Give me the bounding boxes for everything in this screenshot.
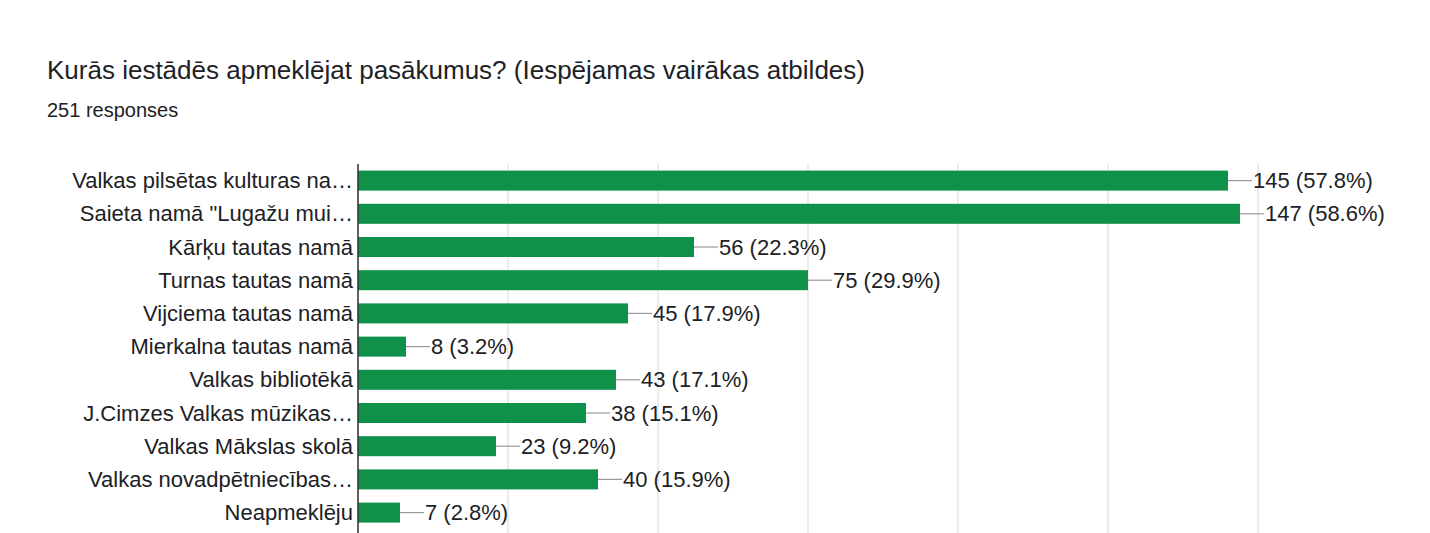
label-leader bbox=[808, 280, 832, 281]
data-label: 7 (2.8%) bbox=[425, 500, 508, 525]
label-leader bbox=[1240, 213, 1264, 214]
bar bbox=[358, 171, 1228, 191]
data-label: 145 (57.8%) bbox=[1253, 168, 1373, 193]
category-label: Kārķu tautas namā bbox=[168, 235, 353, 260]
bar bbox=[358, 370, 616, 390]
label-leader bbox=[1228, 180, 1252, 181]
grid-line bbox=[357, 164, 359, 533]
chart-title: Kurās iestādēs apmeklējat pasākumus? (Ie… bbox=[47, 55, 865, 85]
data-label: 8 (3.2%) bbox=[431, 334, 514, 359]
category-label: J.Cimzes Valkas mūzikas… bbox=[83, 401, 353, 426]
label-leader bbox=[598, 479, 622, 480]
category-label: Valkas novadpētniecības… bbox=[88, 467, 353, 492]
grid bbox=[358, 164, 1258, 533]
grid-line bbox=[1257, 164, 1259, 533]
data-label: 56 (22.3%) bbox=[719, 235, 827, 260]
label-leader bbox=[586, 412, 610, 413]
bar bbox=[358, 270, 808, 290]
data-label: 23 (9.2%) bbox=[521, 434, 616, 459]
category-label: Mierkalna tautas namā bbox=[130, 334, 353, 359]
category-label: Valkas pilsētas kulturas na… bbox=[72, 168, 353, 193]
bars bbox=[358, 171, 1240, 523]
label-leader bbox=[616, 379, 640, 380]
label-leader bbox=[406, 346, 430, 347]
bar bbox=[358, 503, 400, 523]
data-label: 40 (15.9%) bbox=[623, 467, 731, 492]
label-leader bbox=[496, 446, 520, 447]
label-leader bbox=[400, 512, 424, 513]
bar bbox=[358, 237, 694, 257]
bar bbox=[358, 337, 406, 357]
bar bbox=[358, 403, 586, 423]
label-leader bbox=[628, 313, 652, 314]
category-label: Turnas tautas namā bbox=[158, 268, 354, 293]
category-label: Valkas Mākslas skolā bbox=[144, 434, 353, 459]
data-label: 45 (17.9%) bbox=[653, 301, 761, 326]
data-label: 38 (15.1%) bbox=[611, 401, 719, 426]
label-leader bbox=[694, 246, 718, 247]
category-label: Valkas bibliotēkā bbox=[190, 367, 354, 392]
bar bbox=[358, 303, 628, 323]
category-label: Saieta namā "Lugažu mui… bbox=[80, 201, 353, 226]
data-label: 43 (17.1%) bbox=[641, 367, 749, 392]
chart-subtitle: 251 responses bbox=[47, 99, 178, 121]
category-label: Vijciema tautas namā bbox=[143, 301, 354, 326]
data-labels: 145 (57.8%) 147 (58.6%) 56 (22.3%)75 (29.9… bbox=[400, 168, 1385, 525]
axis-line bbox=[357, 164, 359, 533]
data-label: 75 (29.9%) bbox=[833, 268, 941, 293]
category-label: Neapmeklēju bbox=[225, 500, 353, 525]
data-label: 147 (58.6%) bbox=[1265, 201, 1385, 226]
chart: Kurās iestādēs apmeklējat pasākumus? (Ie… bbox=[0, 0, 1430, 533]
bar bbox=[358, 436, 496, 456]
bar bbox=[358, 469, 598, 489]
bar bbox=[358, 204, 1240, 224]
